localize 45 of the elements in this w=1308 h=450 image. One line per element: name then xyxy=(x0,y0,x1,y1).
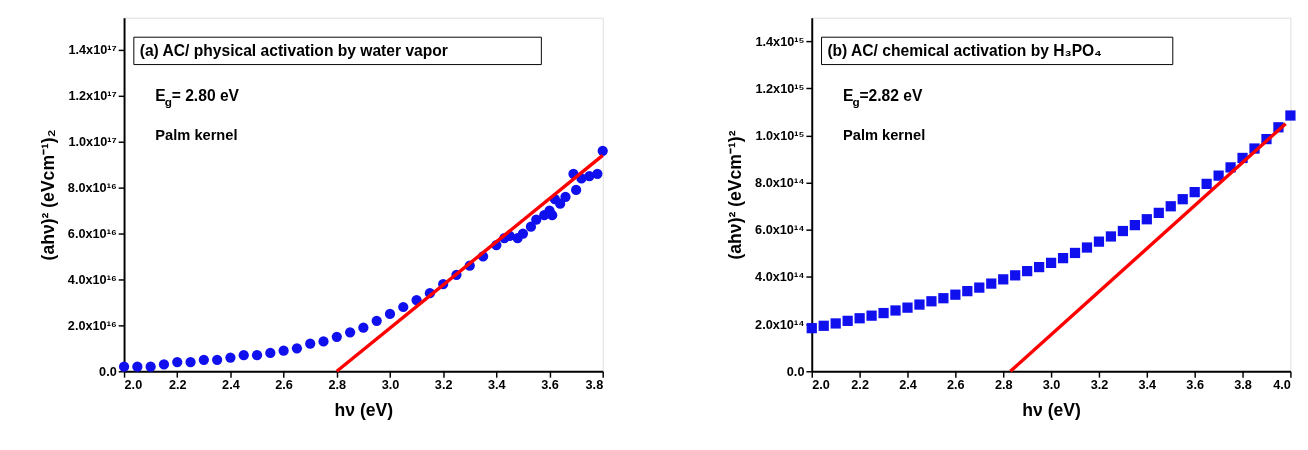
x-tick-label: 3.4 xyxy=(1138,378,1157,393)
x-tick-label: 4.0 xyxy=(1273,378,1291,393)
y-tick-label: 8.0x10¹⁴ xyxy=(755,176,805,191)
x-tick-label: 3.2 xyxy=(1090,378,1109,393)
y-axis-title: (ahν)² (eVcm⁻¹)² xyxy=(725,130,746,260)
y-tick-label: 4.0x10¹⁶ xyxy=(67,272,117,287)
x-tick-label: 2.4 xyxy=(899,378,917,393)
x-tick-label: 2.4 xyxy=(222,378,240,393)
x-axis-title: hν (eV) xyxy=(1022,399,1081,420)
y-tick-label: 2.0x10¹⁶ xyxy=(67,318,117,333)
x-tick-label: 3.8 xyxy=(1234,378,1252,393)
x-axis-title: hν (eV) xyxy=(334,399,394,420)
y-tick-label: 6.0x10¹⁴ xyxy=(755,223,805,238)
y-tick-label: 1.0x10¹⁷ xyxy=(68,135,117,150)
x-tick-label: 3.0 xyxy=(381,378,400,393)
x-tick-label: 2.6 xyxy=(947,378,965,393)
y-axis-title: (ahν)² (eVcm⁻¹)₂ xyxy=(38,129,59,261)
text: (a) AC/ physical activation by water vapor xyxy=(139,41,448,59)
annotation: Palm kernel xyxy=(155,126,238,143)
x-tick-label: 2.0 xyxy=(812,378,830,393)
x-tick-label: 3.0 xyxy=(1042,378,1061,393)
x-tick-label: 2.8 xyxy=(328,378,347,393)
y-tick-label: 0.0 xyxy=(786,364,805,379)
y-tick-label: 4.0x10¹⁴ xyxy=(755,270,805,285)
x-tick-label: 3.8 xyxy=(585,378,604,393)
x-tick-label: 2.8 xyxy=(994,378,1013,393)
y-tick-label: 6.0x10¹⁶ xyxy=(67,226,117,241)
y-tick-label: 1.4x10¹⁷ xyxy=(68,43,117,58)
x-tick-label: 2.0 xyxy=(124,378,143,393)
x-tick-label: 2.2 xyxy=(168,378,187,393)
y-tick-label: 1.4x10¹⁵ xyxy=(755,34,805,49)
annotation: Palm kernel xyxy=(843,126,926,143)
y-tick-label: 2.0x10¹⁴ xyxy=(755,317,805,332)
x-tick-label: 2.6 xyxy=(275,378,293,393)
y-tick-label: 0.0 xyxy=(99,364,117,379)
x-tick-label: 2.2 xyxy=(851,378,869,393)
y-tick-label: 1.2x10¹⁷ xyxy=(68,89,117,104)
x-tick-label: 3.2 xyxy=(434,378,453,393)
y-tick-label: 1.0x10¹⁵ xyxy=(755,128,805,143)
x-tick-label: 3.6 xyxy=(541,378,559,393)
text: (b) AC/ chemical activation by H₃PO₄ xyxy=(827,41,1102,59)
y-tick-label: 8.0x10¹⁶ xyxy=(67,180,117,195)
x-tick-label: 3.6 xyxy=(1186,378,1204,393)
y-tick-label: 1.2x10¹⁵ xyxy=(755,81,805,96)
x-tick-label: 3.4 xyxy=(488,378,506,393)
